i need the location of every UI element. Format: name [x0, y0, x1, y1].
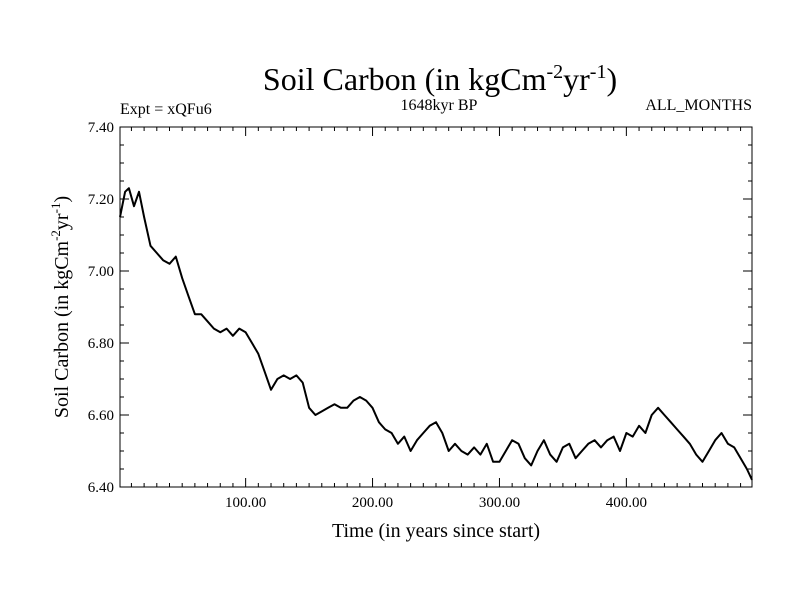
months-label: ALL_MONTHS: [645, 97, 752, 114]
period-label: 1648kyr BP: [401, 97, 478, 114]
y-tick-label: 7.20: [88, 192, 114, 208]
y-tick-label: 6.60: [88, 408, 114, 424]
x-tick-label: 200.00: [352, 495, 393, 511]
axis-ticks: [120, 126, 752, 488]
x-axis-label: Time (in years since start): [332, 520, 540, 542]
y-tick-label: 6.40: [88, 480, 114, 496]
series-group: [119, 187, 753, 481]
x-tick-label: 400.00: [606, 495, 647, 511]
y-axis-label: Soil Carbon (in kgCm-2yr-1): [48, 196, 73, 418]
y-tick-label: 7.40: [88, 120, 114, 136]
plot-frame: [119, 126, 753, 488]
y-tick-label: 6.80: [88, 336, 114, 352]
chart-title: Soil Carbon (in kgCm-2yr-1): [263, 61, 617, 97]
axis-tick-labels: 6.40 6.60 6.80 7.00 7.20 7.40 100.00 200.00 300.…: [88, 120, 647, 511]
x-tick-label: 300.00: [479, 495, 520, 511]
y-tick-label: 7.00: [88, 264, 114, 280]
soil-carbon-series-line: [119, 187, 753, 481]
x-tick-label: 100.00: [225, 495, 266, 511]
experiment-label: Expt = xQFu6: [120, 101, 212, 118]
